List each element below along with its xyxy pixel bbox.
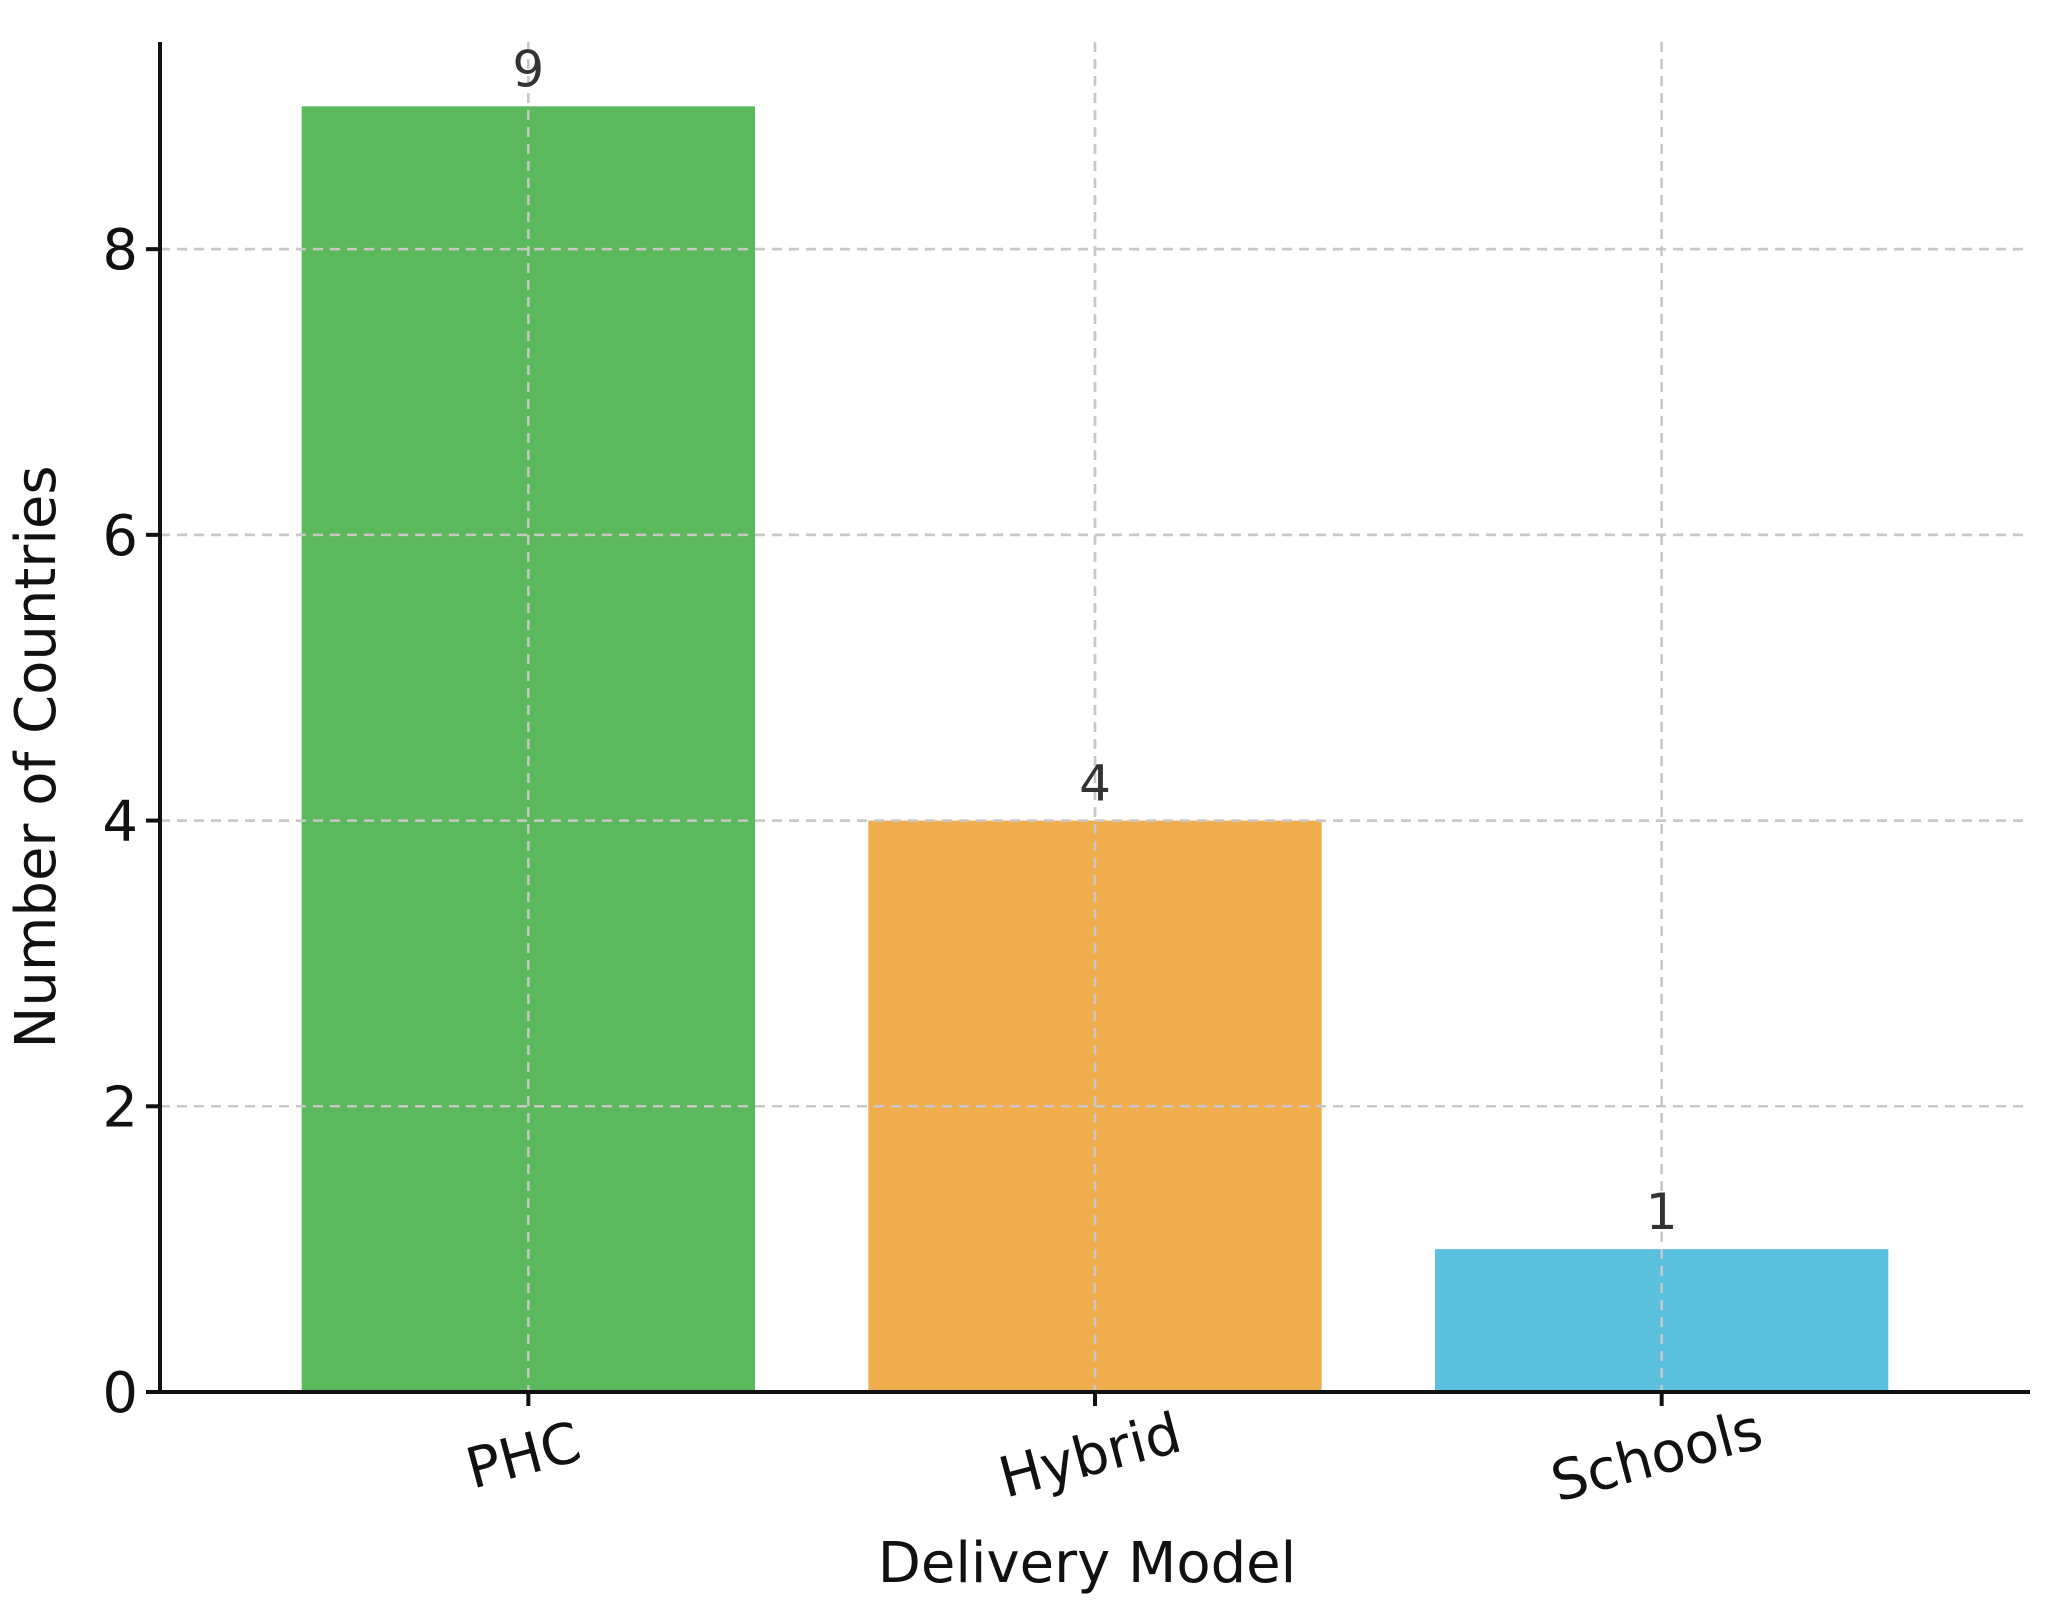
y-axis-ticks: 0 2 4 6 8 bbox=[102, 218, 160, 1426]
y-tick-label: 2 bbox=[102, 1075, 138, 1140]
bars bbox=[160, 42, 2030, 1392]
bar-value-labels: 9 4 1 bbox=[512, 40, 1677, 1241]
x-tick-label-phc: PHC bbox=[460, 1410, 588, 1503]
bar-value-label: 1 bbox=[1646, 1183, 1678, 1241]
y-tick-label: 6 bbox=[102, 504, 138, 569]
x-tick-label-schools: Schools bbox=[1545, 1397, 1770, 1515]
x-axis-title: Delivery Model bbox=[878, 1531, 1296, 1596]
bar-value-label: 4 bbox=[1079, 755, 1111, 813]
x-tick-label-hybrid: Hybrid bbox=[992, 1401, 1187, 1512]
y-tick-label: 4 bbox=[102, 790, 138, 855]
y-axis-title: Number of Countries bbox=[4, 465, 69, 1048]
y-tick-label: 8 bbox=[102, 218, 138, 283]
x-axis-ticks: PHC Hybrid Schools bbox=[460, 1392, 1770, 1515]
bar-value-label: 9 bbox=[512, 40, 544, 98]
y-tick-label: 0 bbox=[102, 1361, 138, 1426]
